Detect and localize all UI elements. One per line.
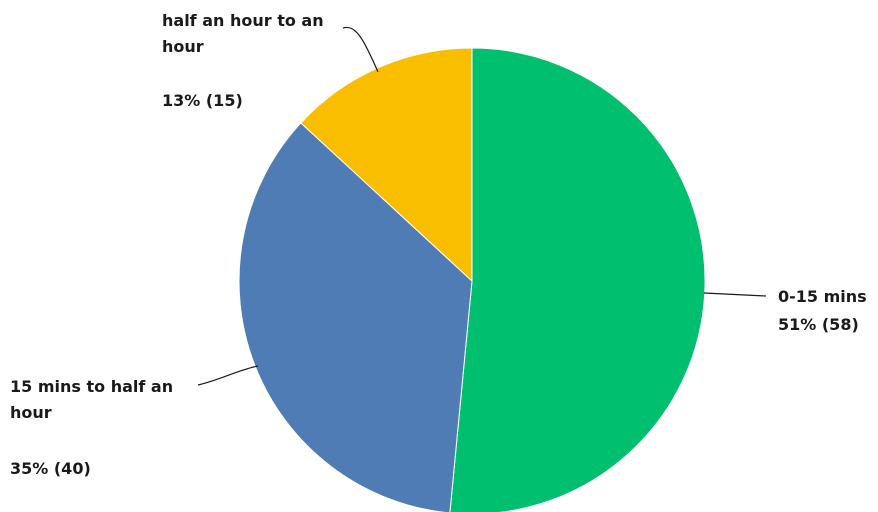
leader-line-half-an-hour-to-an-hour [342,26,379,73]
pie-slices [238,47,706,512]
slice-labels: 0-15 mins 51% (58) 15 mins to half an ho… [10,11,867,478]
slice-label-value-0-15-mins: 51% (58) [778,315,859,334]
pie-slice-half-an-hour-to-an-hour [300,47,473,283]
slice-label-name-15-mins-to-half-an-hour: 15 mins to half an hour [10,377,179,422]
slice-label-name-half-an-hour-to-an-hour: half an hour to an hour [162,11,329,56]
slice-label-name-0-15-mins: 0-15 mins [778,287,867,306]
leader-lines [197,26,767,386]
pie-slice-0-15-mins [449,47,706,512]
pie-slice-15-mins-to-half-an-hour [238,122,473,512]
slice-label-value-15-mins-to-half-an-hour: 35% (40) [10,459,91,478]
leader-line-0-15-mins [703,292,767,297]
slice-label-value-half-an-hour-to-an-hour: 13% (15) [162,91,243,110]
leader-line-15-mins-to-half-an-hour [197,365,259,386]
